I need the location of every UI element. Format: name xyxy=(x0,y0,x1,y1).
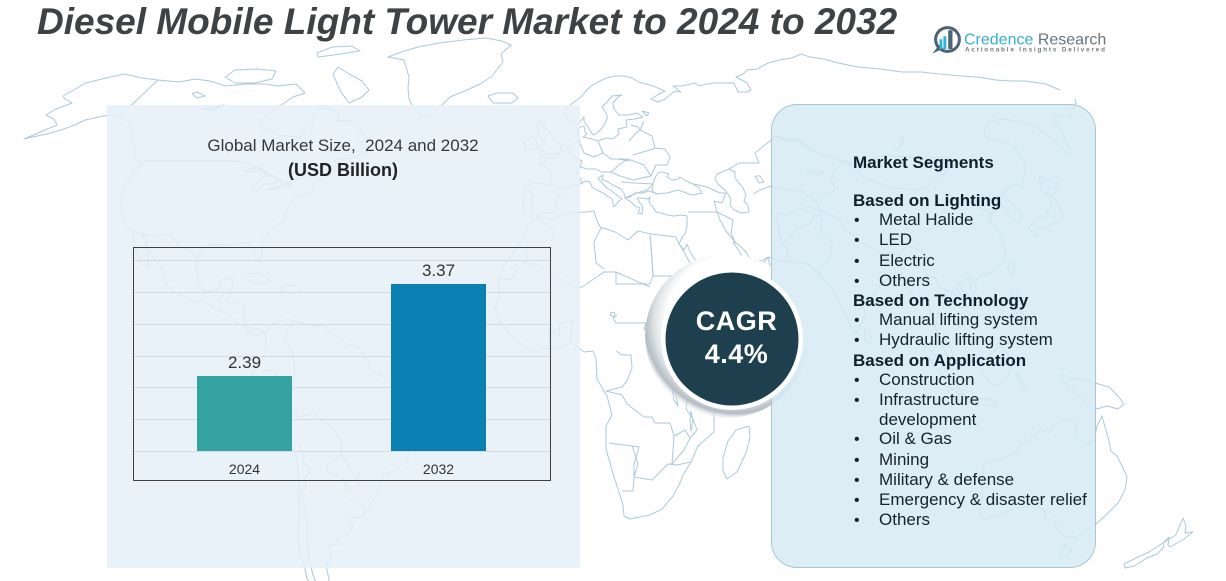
svg-text:Credence Research: Credence Research xyxy=(964,32,1106,49)
svg-text:Actionable Insights Delivered: Actionable Insights Delivered xyxy=(965,47,1107,54)
